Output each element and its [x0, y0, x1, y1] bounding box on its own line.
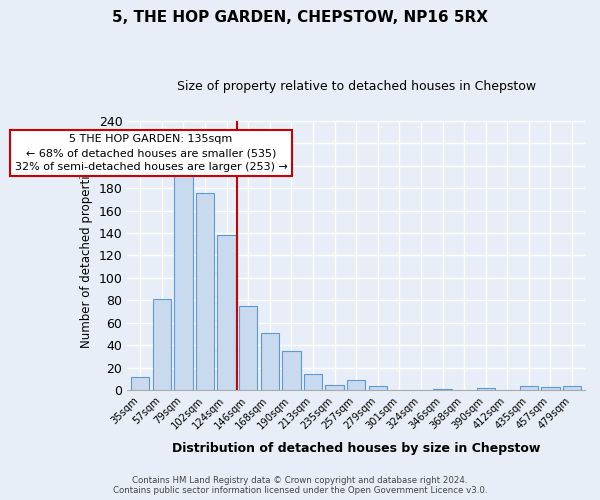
Bar — [368, 386, 387, 390]
Y-axis label: Number of detached properties: Number of detached properties — [80, 162, 93, 348]
Text: Contains HM Land Registry data © Crown copyright and database right 2024.
Contai: Contains HM Land Registry data © Crown c… — [113, 476, 487, 495]
Bar — [260, 333, 279, 390]
Bar — [239, 306, 257, 390]
Bar — [152, 300, 171, 390]
Bar — [282, 351, 301, 391]
Bar — [174, 174, 193, 390]
Bar — [325, 385, 344, 390]
Bar — [131, 377, 149, 390]
Bar — [217, 235, 236, 390]
Bar — [304, 374, 322, 390]
Bar — [196, 192, 214, 390]
Bar — [476, 388, 495, 390]
Bar — [520, 386, 538, 390]
Title: Size of property relative to detached houses in Chepstow: Size of property relative to detached ho… — [176, 80, 536, 93]
X-axis label: Distribution of detached houses by size in Chepstow: Distribution of detached houses by size … — [172, 442, 541, 455]
Bar — [563, 386, 581, 390]
Bar — [541, 387, 560, 390]
Text: 5, THE HOP GARDEN, CHEPSTOW, NP16 5RX: 5, THE HOP GARDEN, CHEPSTOW, NP16 5RX — [112, 10, 488, 25]
Text: 5 THE HOP GARDEN: 135sqm
← 68% of detached houses are smaller (535)
32% of semi-: 5 THE HOP GARDEN: 135sqm ← 68% of detach… — [14, 134, 287, 172]
Bar — [347, 380, 365, 390]
